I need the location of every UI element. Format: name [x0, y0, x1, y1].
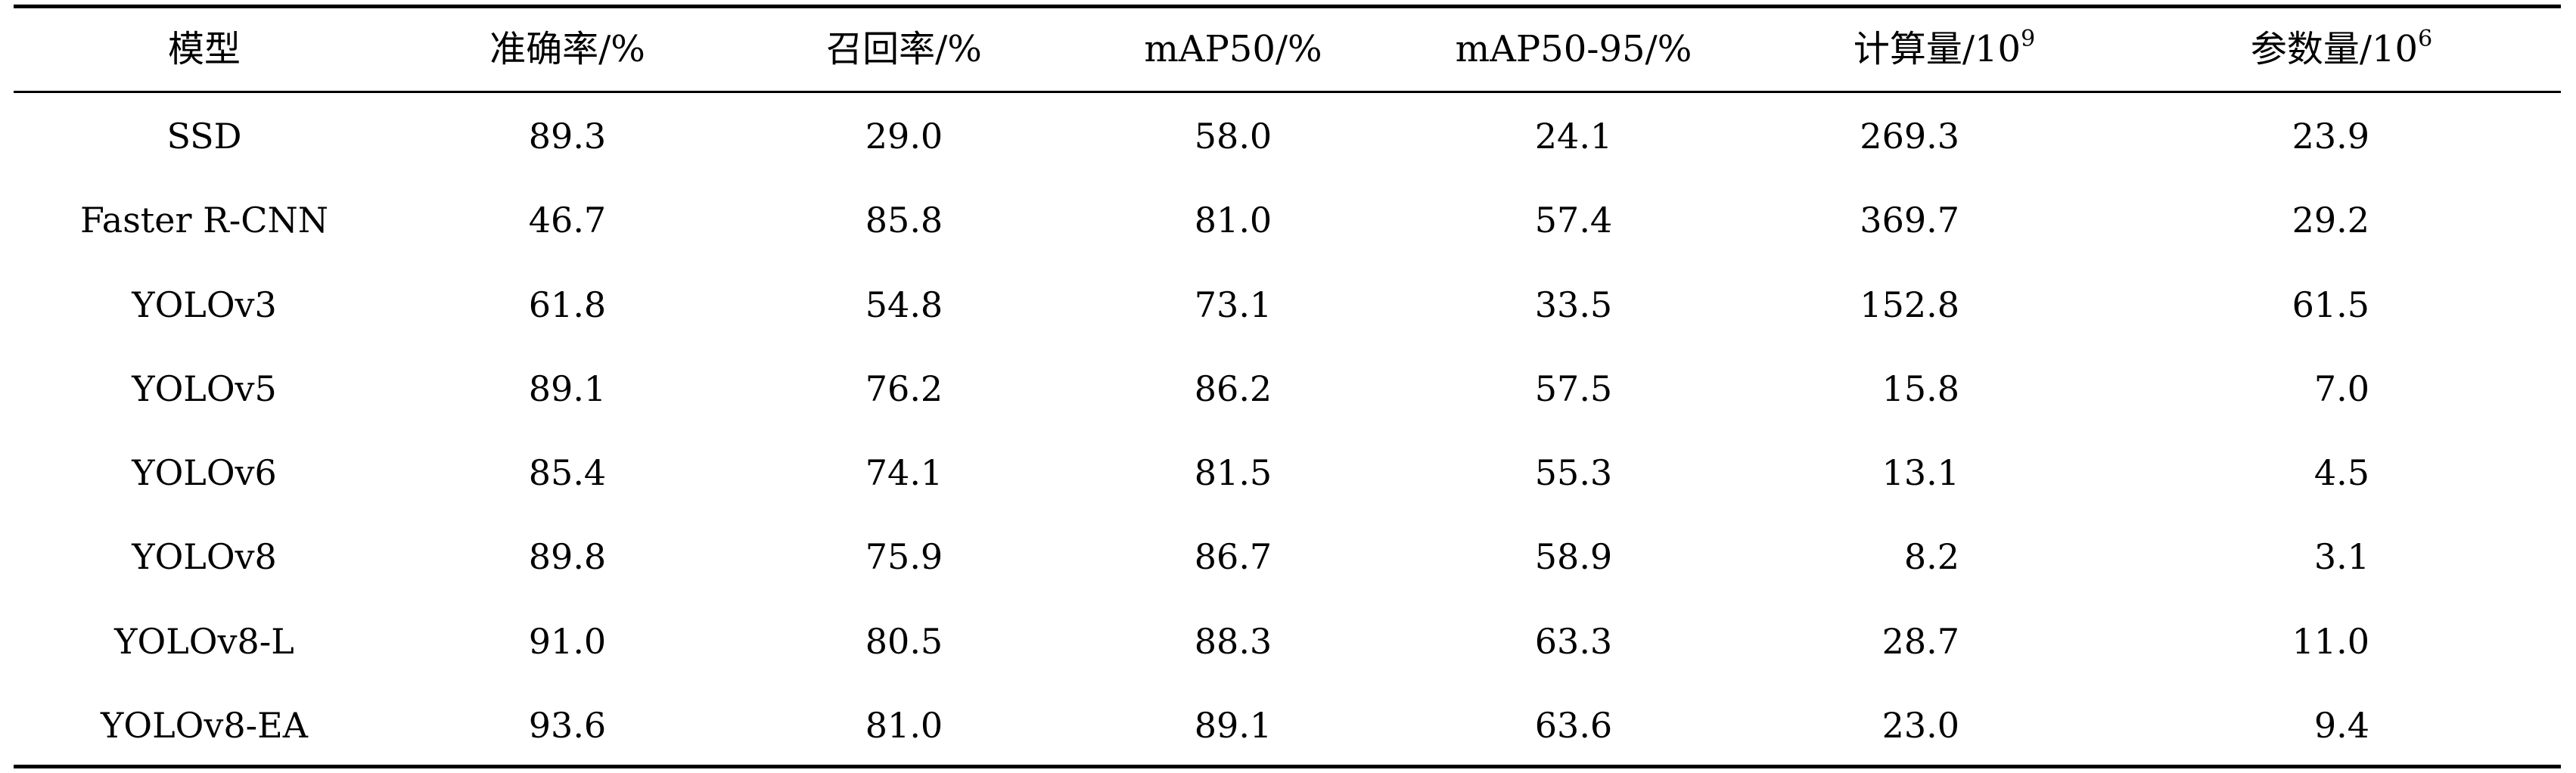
- table-header-rule: [14, 91, 2561, 93]
- cell-computation: 15.8: [1882, 368, 1959, 409]
- cell-computation: 8.2: [1903, 536, 1959, 578]
- table-top-rule: [14, 5, 2561, 8]
- cell-recall: 29.0: [865, 116, 943, 157]
- table-row: YOLOv5 89.1 76.2 86.2 57.5 15.8 7.0: [0, 346, 2576, 431]
- cell-map50-95: 63.6: [1534, 704, 1613, 746]
- cell-map50-95: 63.3: [1534, 620, 1613, 662]
- cell-parameters: 9.4: [2313, 704, 2369, 746]
- table-row: YOLOv8-L 91.0 80.5 88.3 63.3 28.7 11.0: [0, 599, 2576, 684]
- cell-precision: 61.8: [528, 284, 607, 325]
- cell-map50: 81.0: [1194, 200, 1272, 241]
- cell-parameters: 11.0: [2292, 620, 2369, 662]
- cell-parameters: 61.5: [2292, 284, 2369, 325]
- cell-recall: 74.1: [865, 452, 943, 493]
- cell-model: SSD: [166, 116, 242, 157]
- cell-map50: 89.1: [1194, 704, 1272, 746]
- cell-parameters: 23.9: [2292, 116, 2369, 157]
- cell-computation: 269.3: [1860, 116, 1959, 157]
- cell-model: YOLOv5: [132, 368, 277, 409]
- table-header-row: 模型 准确率/% 召回率/% mAP50/% mAP50-95/% 计算量/10…: [0, 7, 2576, 92]
- table-row: YOLOv6 85.4 74.1 81.5 55.3 13.1 4.5: [0, 430, 2576, 515]
- cell-model: YOLOv6: [132, 452, 277, 493]
- cell-computation: 23.0: [1882, 704, 1959, 746]
- header-precision: 准确率/%: [489, 28, 645, 70]
- cell-recall: 76.2: [865, 368, 943, 409]
- cell-model: YOLOv8-L: [114, 620, 294, 662]
- cell-computation: 28.7: [1882, 620, 1959, 662]
- table-row: YOLOv8 89.8 75.9 86.7 58.9 8.2 3.1: [0, 514, 2576, 599]
- header-parameters-exponent: 6: [2418, 26, 2433, 52]
- cell-map50: 86.7: [1194, 536, 1272, 578]
- cell-recall: 75.9: [865, 536, 943, 578]
- header-computation-exponent: 9: [2021, 26, 2036, 52]
- cell-map50: 58.0: [1194, 116, 1272, 157]
- cell-map50: 86.2: [1194, 368, 1272, 409]
- cell-map50: 88.3: [1194, 620, 1272, 662]
- table-row: SSD 89.3 29.0 58.0 24.1 269.3 23.9: [0, 94, 2576, 179]
- cell-map50: 73.1: [1194, 284, 1272, 325]
- table-row: Faster R-CNN 46.7 85.8 81.0 57.4 369.7 29.2: [0, 178, 2576, 262]
- table-bottom-rule: [14, 765, 2561, 768]
- cell-model: YOLOv8: [132, 536, 277, 578]
- cell-map50-95: 57.4: [1534, 200, 1613, 241]
- header-map50: mAP50/%: [1144, 28, 1322, 70]
- cell-recall: 80.5: [865, 620, 943, 662]
- cell-model: YOLOv3: [132, 284, 277, 325]
- cell-map50-95: 55.3: [1534, 452, 1613, 493]
- header-computation: 计算量/109: [1853, 26, 2036, 71]
- cell-map50: 81.5: [1194, 452, 1272, 493]
- cell-parameters: 4.5: [2313, 452, 2369, 493]
- header-recall: 召回率/%: [826, 28, 982, 70]
- cell-map50-95: 58.9: [1534, 536, 1613, 578]
- header-parameters: 参数量/106: [2250, 26, 2433, 71]
- cell-model: Faster R-CNN: [79, 200, 329, 241]
- table-row: YOLOv3 61.8 54.8 73.1 33.5 152.8 61.5: [0, 262, 2576, 347]
- cell-precision: 93.6: [528, 704, 607, 746]
- cell-parameters: 29.2: [2292, 200, 2369, 241]
- cell-computation: 13.1: [1882, 452, 1959, 493]
- cell-map50-95: 33.5: [1534, 284, 1613, 325]
- cell-precision: 89.1: [528, 368, 607, 409]
- cell-precision: 89.8: [528, 536, 607, 578]
- cell-precision: 89.3: [528, 116, 607, 157]
- cell-precision: 46.7: [528, 200, 607, 241]
- table-row: YOLOv8-EA 93.6 81.0 89.1 63.6 23.0 9.4: [0, 683, 2576, 768]
- cell-parameters: 7.0: [2313, 368, 2369, 409]
- cell-computation: 369.7: [1860, 200, 1959, 241]
- cell-recall: 54.8: [865, 284, 943, 325]
- cell-precision: 85.4: [528, 452, 607, 493]
- cell-recall: 85.8: [865, 200, 943, 241]
- cell-computation: 152.8: [1860, 284, 1959, 325]
- cell-recall: 81.0: [865, 704, 943, 746]
- cell-map50-95: 24.1: [1534, 116, 1613, 157]
- header-map50-95: mAP50-95/%: [1455, 28, 1692, 70]
- cell-model: YOLOv8-EA: [101, 704, 308, 746]
- header-model: 模型: [167, 28, 241, 70]
- cell-parameters: 3.1: [2313, 536, 2369, 578]
- cell-precision: 91.0: [528, 620, 607, 662]
- cell-map50-95: 57.5: [1534, 368, 1613, 409]
